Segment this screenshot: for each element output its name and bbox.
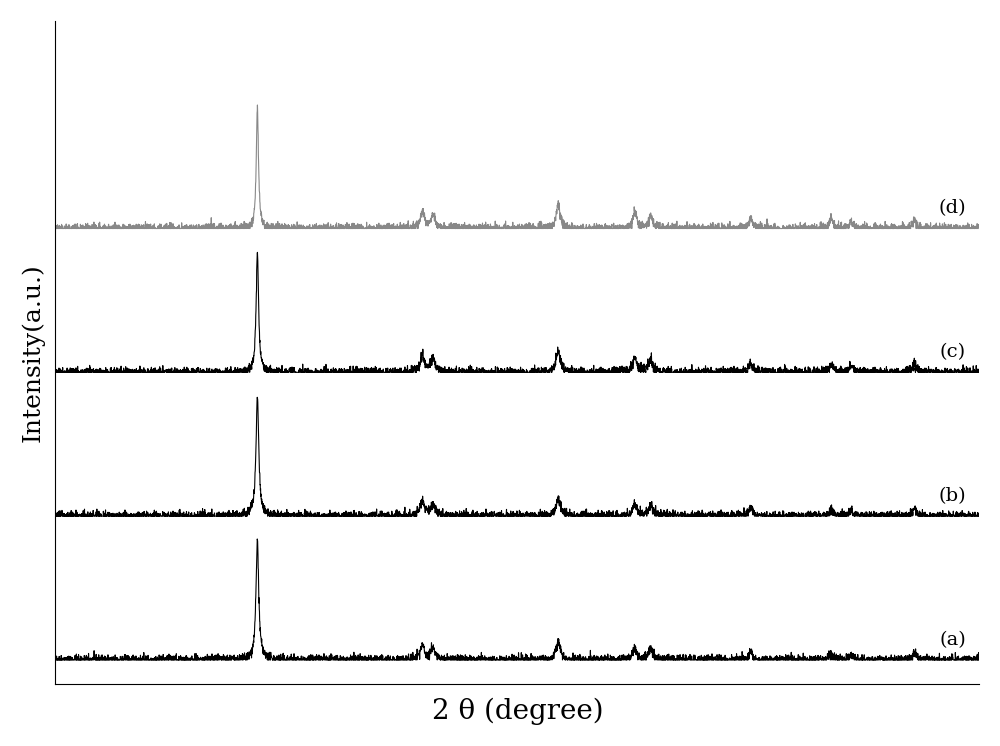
Y-axis label: Intensity(a.u.): Intensity(a.u.): [21, 263, 44, 442]
Text: (d): (d): [938, 199, 966, 217]
X-axis label: 2 θ (degree): 2 θ (degree): [432, 698, 603, 725]
Text: (b): (b): [938, 487, 966, 505]
Text: (a): (a): [939, 631, 966, 649]
Text: (c): (c): [940, 343, 966, 361]
